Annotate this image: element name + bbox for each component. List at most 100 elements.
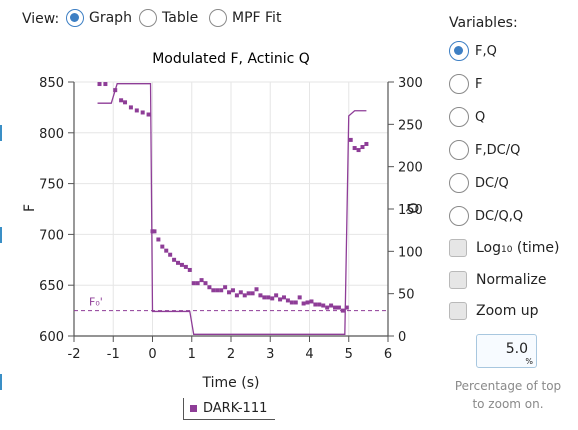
data-point <box>301 301 306 306</box>
data-point <box>278 297 283 302</box>
zoom-up-label: Zoom up <box>476 303 539 319</box>
data-point <box>352 146 357 151</box>
data-point <box>113 88 118 93</box>
data-point <box>140 110 145 115</box>
checkbox-box <box>449 239 467 257</box>
log-suffix: (time) <box>512 240 560 256</box>
data-point <box>119 98 124 103</box>
data-point <box>356 148 361 153</box>
variable-q-radio[interactable]: Q <box>449 107 485 127</box>
radio-indicator <box>449 206 469 226</box>
data-point <box>333 305 338 310</box>
radio-indicator <box>449 41 469 61</box>
data-point <box>123 100 128 105</box>
data-point <box>238 290 243 295</box>
data-point <box>195 281 200 286</box>
variable-dcq-radio[interactable]: DC/Q <box>449 173 509 193</box>
variable-fdcq-radio[interactable]: F,DC/Q <box>449 140 520 160</box>
y2-tick-label: 300 <box>398 76 423 91</box>
legend-swatch <box>190 405 197 412</box>
x-tick-label: -2 <box>68 347 81 362</box>
y2-tick-label: 200 <box>398 161 423 176</box>
radio-indicator <box>66 9 84 27</box>
data-point <box>176 260 181 265</box>
data-point <box>168 252 173 257</box>
log-time-label: Log10 (time) <box>476 240 559 256</box>
x-tick-label: -1 <box>107 347 120 362</box>
chart-grid <box>73 81 389 337</box>
variable-label: Q <box>475 109 486 125</box>
data-point <box>297 295 302 300</box>
log-prefix: Log <box>476 240 502 256</box>
data-point <box>164 248 169 253</box>
y2-tick-label: 50 <box>398 288 415 303</box>
radio-indicator <box>449 140 469 160</box>
fluorescence-chart: Modulated F, Actinic Q -2 -1 0 1 2 3 4 5 6 600 650… <box>22 51 423 391</box>
x-axis-title: Time (s) <box>202 375 260 391</box>
data-point <box>172 257 177 262</box>
variable-dcqq-radio[interactable]: DC/Q,Q <box>449 206 523 226</box>
y2-axis-title: Q <box>404 202 420 213</box>
data-point <box>183 264 188 269</box>
data-point <box>179 262 184 267</box>
y-axis-title: F <box>22 204 38 212</box>
view-graph-radio[interactable]: Graph <box>66 9 132 27</box>
checkbox-box <box>449 302 467 320</box>
data-point <box>187 267 192 272</box>
x-tick-label: 5 <box>345 347 353 362</box>
actinic-q-line <box>97 83 367 335</box>
normalize-checkbox[interactable]: Normalize <box>449 271 547 289</box>
data-point <box>203 281 208 286</box>
data-point <box>281 295 286 300</box>
view-mpf-fit-radio[interactable]: MPF Fit <box>209 9 281 27</box>
data-point <box>103 82 108 87</box>
x-tick-label: 0 <box>148 347 156 362</box>
left-edge-marker <box>0 374 2 390</box>
data-point <box>321 303 326 308</box>
data-point <box>152 229 157 234</box>
left-edge-marker <box>0 227 2 243</box>
variable-label: F,Q <box>475 43 497 59</box>
f-data-points <box>97 82 369 313</box>
zoom-percentage-input[interactable]: 5.0 % <box>476 334 537 368</box>
radio-indicator <box>449 173 469 193</box>
radio-indicator <box>449 107 469 127</box>
checkbox-box <box>449 271 467 289</box>
data-point <box>258 293 263 298</box>
data-point <box>285 298 290 303</box>
y-tick-label: 850 <box>39 76 64 91</box>
data-point <box>146 112 151 117</box>
data-point <box>360 145 365 150</box>
data-point <box>219 288 224 293</box>
data-point <box>97 82 102 87</box>
variable-fq-radio[interactable]: F,Q <box>449 41 497 61</box>
zoom-value: 5.0 <box>505 341 528 357</box>
data-point <box>156 237 161 242</box>
log-time-checkbox[interactable]: Log10 (time) <box>449 239 559 257</box>
view-table-label: Table <box>162 10 199 26</box>
data-point <box>289 300 294 305</box>
f0-label: F₀' <box>89 296 103 309</box>
data-point <box>270 296 275 301</box>
chart-legend: DARK-111 <box>183 398 275 420</box>
x-tick-label: 3 <box>266 347 274 362</box>
zoom-up-checkbox[interactable]: Zoom up <box>449 302 539 320</box>
data-point <box>223 285 228 290</box>
view-label: View: <box>22 11 60 27</box>
data-point <box>211 288 216 293</box>
chart-ticks: -2 -1 0 1 2 3 4 5 6 600 650 700 750 800 850 0 50 100 150 20… <box>39 76 423 362</box>
data-point <box>246 291 251 296</box>
view-table-radio[interactable]: Table <box>139 9 198 27</box>
y-tick-label: 800 <box>39 127 64 142</box>
data-point <box>348 137 353 142</box>
data-point <box>230 288 235 293</box>
left-edge-marker <box>0 125 2 141</box>
data-point <box>134 108 139 113</box>
y-tick-label: 700 <box>39 228 64 243</box>
y-tick-label: 600 <box>39 330 64 345</box>
data-point <box>234 293 239 298</box>
variable-f-radio[interactable]: F <box>449 74 482 94</box>
data-point <box>128 105 133 110</box>
y-tick-label: 750 <box>39 178 64 193</box>
x-tick-label: 1 <box>188 347 196 362</box>
